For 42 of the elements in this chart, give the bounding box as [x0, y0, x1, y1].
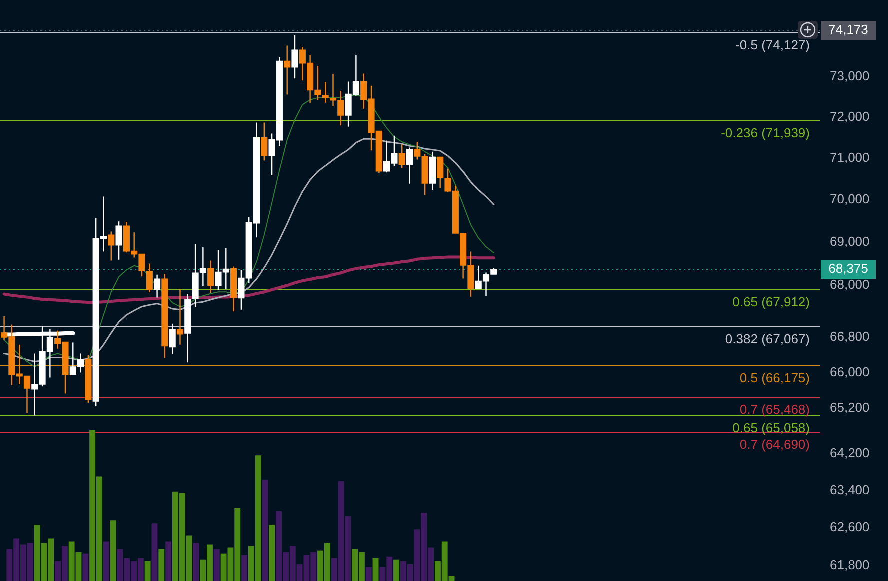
ref-line-label: -0.5 (74,127) [736, 38, 810, 53]
bar [166, 542, 172, 581]
bar [103, 542, 110, 581]
bar [158, 549, 165, 581]
y-tick-label: 63,400 [830, 482, 870, 498]
ref-line-label: 0.7 (65,468) [740, 402, 810, 418]
candlestick [284, 46, 291, 95]
y-tick-label: 66,000 [830, 364, 870, 380]
bar [193, 543, 200, 581]
bar [269, 525, 276, 581]
y-tick-label: 68,000 [830, 276, 870, 292]
bar [144, 561, 151, 581]
y-tick-label: 73,000 [830, 68, 870, 84]
candlestick [406, 148, 414, 184]
ref-line-label: 68,375 [828, 261, 868, 276]
y-tick-label: 61,800 [830, 557, 870, 572]
y-tick-label: 71,000 [830, 150, 870, 166]
ref-line-label: 0.65 (67,912) [732, 294, 810, 310]
bar [262, 480, 268, 581]
y-tick-label: 72,000 [830, 109, 870, 124]
candlestick [154, 274, 161, 298]
bar [242, 555, 248, 581]
ref-line-label: 0.382 (67,067) [725, 331, 810, 346]
y-tick-label: 65,200 [830, 400, 870, 416]
y-tick-label: 70,000 [830, 192, 870, 207]
ref-line-label: -0.236 (71,939) [721, 126, 810, 141]
bar [82, 554, 89, 581]
bar [152, 524, 158, 581]
ref-line-label: 0.5 (66,175) [740, 370, 810, 386]
bar [214, 549, 220, 581]
ref-line-label: 0.65 (65,058) [732, 420, 810, 436]
bar [110, 520, 116, 581]
bar [394, 560, 400, 581]
y-tick-label: 62,600 [830, 520, 870, 535]
bar [366, 567, 372, 581]
candlestick [176, 289, 184, 345]
y-tick-label: 64,200 [830, 446, 870, 461]
y-tick-label: 66,800 [830, 329, 870, 344]
y-tick-label: 69,000 [830, 234, 870, 249]
ref-line-label: 74,173 [828, 22, 868, 38]
ref-line-label: 0.7 (64,690) [740, 437, 810, 452]
bar [372, 558, 379, 581]
